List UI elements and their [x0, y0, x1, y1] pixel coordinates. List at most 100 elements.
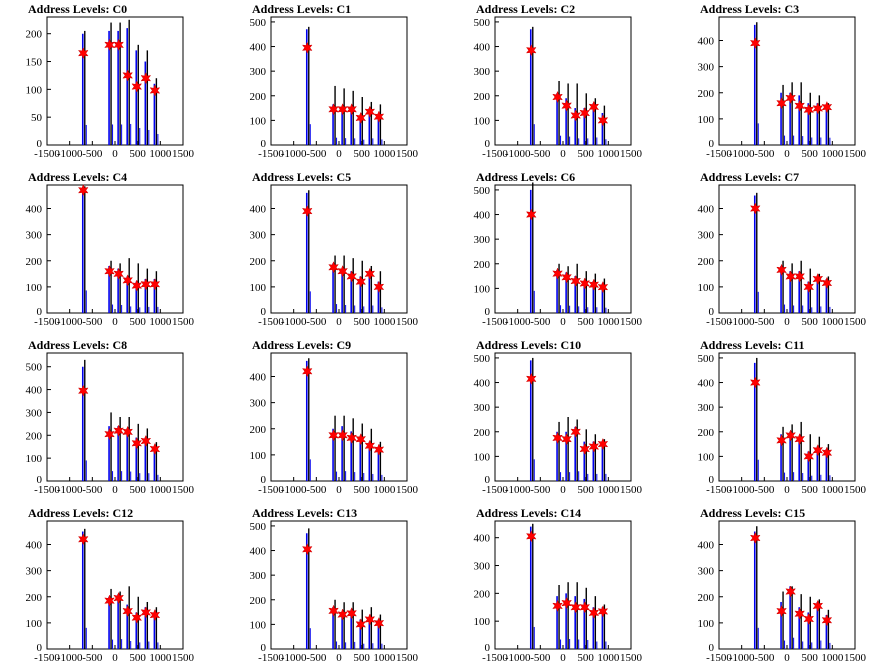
y-tick-label: 500 — [26, 362, 43, 374]
peak-marker — [749, 531, 761, 545]
peak-marker — [588, 100, 600, 114]
x-tick-label: 0 — [560, 484, 566, 496]
peak-marker — [794, 432, 806, 446]
y-tick-label: 0 — [261, 642, 267, 654]
x-tick-label: 1500 — [844, 148, 867, 160]
peak-marker — [803, 612, 815, 626]
x-tick-label: -1500 — [34, 484, 60, 496]
y-tick-label: 500 — [474, 17, 491, 29]
x-tick-label: -500 — [82, 652, 103, 664]
peak-marker — [149, 442, 161, 456]
x-tick-label: 1000 — [373, 652, 396, 664]
peak-marker — [104, 594, 115, 607]
peak-marker — [113, 38, 124, 52]
y-tick-label: 500 — [250, 521, 267, 533]
y-tick-label: 0 — [709, 642, 715, 654]
y-tick-label: 400 — [474, 210, 491, 222]
x-tick-label: 1500 — [172, 148, 195, 160]
peak-marker — [140, 72, 152, 85]
peak-marker — [301, 41, 313, 54]
y-tick-label: 400 — [26, 540, 43, 552]
plot-frame — [46, 352, 184, 482]
peak-marker — [149, 608, 161, 622]
x-tick-label: -1000 — [281, 484, 307, 496]
peak-marker — [803, 280, 815, 294]
y-tick-label: 300 — [26, 566, 43, 578]
x-tick-label: 1000 — [149, 148, 172, 160]
x-tick-label: -1500 — [258, 316, 284, 328]
x-tick-label: -500 — [306, 316, 327, 328]
peak-marker — [579, 601, 591, 614]
y-tick-label: 0 — [485, 474, 491, 486]
x-tick-label: 1500 — [620, 652, 643, 664]
peak-marker — [794, 99, 806, 112]
y-tick-label: 0 — [485, 306, 491, 318]
peak-marker — [364, 613, 376, 626]
y-tick-label: 200 — [250, 424, 267, 436]
peak-marker — [597, 280, 609, 294]
chart-title: Address Levels: C13 — [252, 506, 357, 520]
x-tick-label: 500 — [577, 652, 594, 664]
plot-frame — [718, 352, 856, 482]
y-tick-label: 200 — [26, 592, 43, 604]
peak-marker — [776, 263, 787, 277]
peak-marker — [561, 432, 572, 446]
peak-marker — [301, 365, 313, 378]
y-tick-label: 100 — [698, 114, 715, 126]
x-tick-label: 1000 — [597, 316, 620, 328]
y-tick-label: 0 — [37, 138, 43, 150]
peak-marker — [570, 109, 582, 122]
x-tick-label: -1500 — [258, 148, 284, 160]
chart-panel: Address Levels: C91002003004000-1500-100… — [250, 338, 419, 496]
peak-marker — [122, 69, 134, 82]
x-tick-label: 0 — [336, 484, 342, 496]
peak-marker — [561, 99, 572, 112]
x-tick-label: -1500 — [34, 316, 60, 328]
x-tick-label: -1500 — [258, 484, 284, 496]
x-tick-label: -500 — [82, 316, 103, 328]
x-tick-label: 0 — [112, 652, 118, 664]
x-tick-label: -500 — [530, 484, 551, 496]
x-tick-label: -1500 — [482, 148, 508, 160]
peak-marker — [812, 444, 824, 457]
x-tick-label: 1500 — [396, 316, 419, 328]
x-tick-label: 500 — [577, 148, 594, 160]
peak-marker — [113, 591, 124, 605]
y-tick-label: 0 — [261, 138, 267, 150]
chart-title: Address Levels: C9 — [252, 338, 351, 352]
chart-title: Address Levels: C10 — [476, 338, 581, 352]
x-tick-label: -1000 — [729, 484, 755, 496]
x-tick-label: 0 — [784, 652, 790, 664]
x-tick-label: -1000 — [281, 148, 307, 160]
peak-marker — [364, 439, 376, 452]
peak-marker — [355, 275, 367, 288]
x-tick-label: 1500 — [844, 316, 867, 328]
chart-title: Address Levels: C11 — [700, 338, 804, 352]
peak-marker — [776, 97, 787, 110]
peak-marker — [821, 276, 833, 290]
x-tick-label: -1500 — [258, 652, 284, 664]
x-tick-label: -500 — [82, 484, 103, 496]
x-tick-label: -500 — [754, 148, 775, 160]
peak-marker — [776, 434, 787, 447]
x-tick-label: 1000 — [597, 652, 620, 664]
peak-marker — [337, 608, 348, 621]
peak-marker — [552, 431, 563, 445]
x-tick-label: 1500 — [396, 484, 419, 496]
x-tick-label: 1000 — [149, 316, 172, 328]
chart-title: Address Levels: C12 — [28, 506, 133, 520]
y-tick-label: 200 — [26, 430, 43, 442]
y-tick-label: 300 — [250, 570, 267, 582]
chart-panel: Address Levels: C111002003004005000-1500… — [698, 338, 867, 496]
peak-marker — [794, 270, 806, 283]
y-tick-label: 500 — [698, 353, 715, 365]
x-tick-label: -1000 — [57, 484, 83, 496]
peak-marker — [588, 278, 600, 291]
x-tick-label: -1500 — [482, 316, 508, 328]
peak-marker — [821, 446, 833, 459]
peak-marker — [803, 450, 815, 463]
peak-marker — [131, 437, 143, 450]
y-tick-label: 200 — [250, 91, 267, 103]
x-tick-label: -500 — [306, 484, 327, 496]
chart-panel: Address Levels: C11002003004005000-1500-… — [250, 2, 419, 160]
